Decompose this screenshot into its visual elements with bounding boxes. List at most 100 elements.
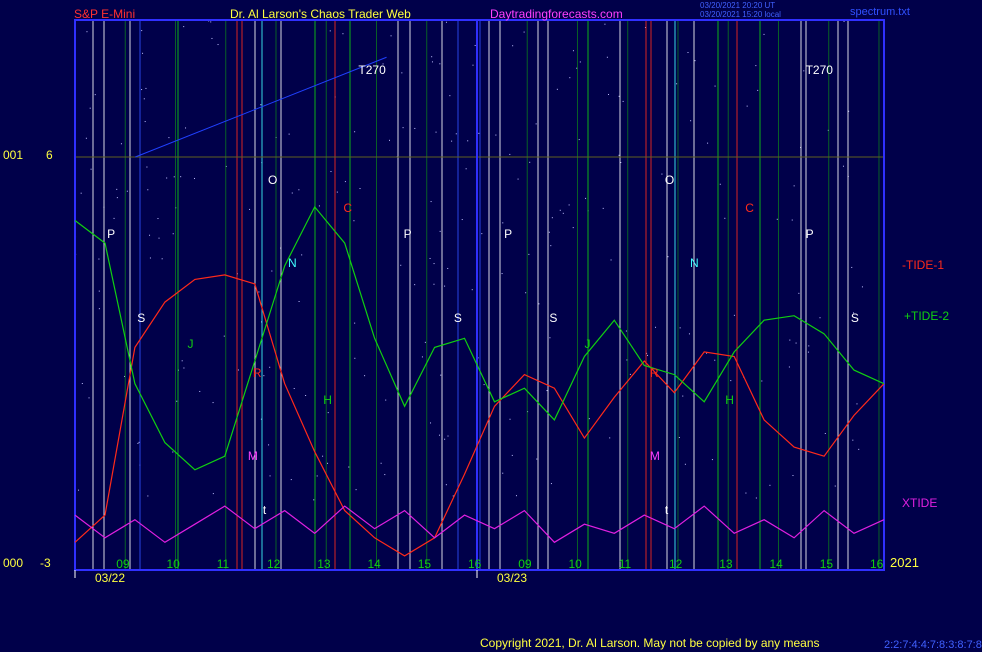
star-dot <box>536 458 538 460</box>
star-dot <box>168 137 170 139</box>
star-dot <box>719 183 721 185</box>
star-dot <box>667 256 669 258</box>
star-dot <box>578 139 580 141</box>
star-dot <box>318 205 320 207</box>
star-dot <box>291 192 293 194</box>
star-dot <box>445 21 447 23</box>
star-dot <box>483 384 485 386</box>
star-dot <box>449 95 451 97</box>
star-dot <box>757 89 759 91</box>
star-dot <box>452 495 454 497</box>
star-dot <box>288 133 290 135</box>
star-dot <box>724 217 726 219</box>
footer-garbled: 2:2:7:4:4:7:8:3:8:7:8 <box>884 639 982 651</box>
star-dot <box>447 435 449 437</box>
event-marker-label: H <box>725 393 734 407</box>
star-dot <box>89 107 91 109</box>
star-dot <box>501 273 503 275</box>
star-dot <box>116 188 118 190</box>
star-dot <box>538 303 540 305</box>
site-url: Daytradingforecasts.com <box>490 7 623 21</box>
star-dot <box>562 212 564 214</box>
star-dot <box>438 434 440 436</box>
star-dot <box>684 463 686 465</box>
star-dot <box>329 30 331 32</box>
star-dot <box>568 204 570 206</box>
star-dot <box>604 23 606 25</box>
star-dot <box>690 120 692 122</box>
star-dot <box>579 61 581 63</box>
event-marker-label: R <box>253 366 262 380</box>
instrument-title: S&P E-Mini <box>74 7 136 21</box>
star-dot <box>260 104 262 106</box>
x-tick-label: 14 <box>367 557 381 571</box>
star-dot <box>535 123 537 125</box>
event-marker-label: S <box>454 311 462 325</box>
event-marker-label: P <box>806 227 814 241</box>
event-marker-label: M <box>650 449 660 463</box>
star-dot <box>606 56 608 58</box>
star-dot <box>706 352 708 354</box>
event-marker-label: C <box>343 201 352 215</box>
star-dot <box>550 245 552 247</box>
star-dot <box>258 291 260 293</box>
event-marker-label: S <box>549 311 557 325</box>
star-dot <box>305 395 307 397</box>
star-dot <box>353 220 355 222</box>
star-dot <box>679 327 681 329</box>
star-dot <box>173 176 175 178</box>
star-dot <box>556 88 558 90</box>
event-marker-label: N <box>288 256 297 270</box>
star-dot <box>792 475 794 477</box>
star-dot <box>354 131 356 133</box>
star-dot <box>138 441 140 443</box>
event-marker-label: P <box>504 227 512 241</box>
star-dot <box>798 292 800 294</box>
x-tick-label: 14 <box>769 557 783 571</box>
star-dot <box>330 171 332 173</box>
star-dot <box>495 134 497 136</box>
star-dot <box>461 219 463 221</box>
star-dot <box>414 284 416 286</box>
star-dot <box>98 258 100 260</box>
star-dot <box>124 375 126 377</box>
star-dot <box>478 132 480 134</box>
star-dot <box>166 177 168 179</box>
star-dot <box>364 375 366 377</box>
star-dot <box>237 369 239 371</box>
star-dot <box>126 190 128 192</box>
star-dot <box>588 418 590 420</box>
star-dot <box>755 497 757 499</box>
star-dot <box>776 218 778 220</box>
x-tick-label: 09 <box>116 557 130 571</box>
star-dot <box>688 333 690 335</box>
event-marker-label: H <box>323 393 332 407</box>
star-dot <box>439 230 441 232</box>
x-tick-label: 10 <box>568 557 582 571</box>
star-dot <box>98 308 100 310</box>
x-tick-label: 16 <box>468 557 482 571</box>
star-dot <box>711 459 713 461</box>
star-dot <box>157 218 159 220</box>
star-dot <box>714 85 716 87</box>
star-dot <box>608 93 610 95</box>
star-dot <box>293 387 295 389</box>
x-tick-label: 12 <box>669 557 683 571</box>
timestamp-local: 03/20/2021 15:20 local <box>700 10 781 19</box>
star-dot <box>78 489 80 491</box>
star-dot <box>769 484 771 486</box>
star-dot <box>517 178 519 180</box>
star-dot <box>620 162 622 164</box>
date-label: 03/22 <box>95 571 125 585</box>
star-dot <box>730 380 732 382</box>
event-marker-label: t <box>665 503 669 517</box>
star-dot <box>181 360 183 362</box>
trend-line <box>135 56 387 158</box>
star-dot <box>610 259 612 261</box>
date-label: 03/23 <box>497 571 527 585</box>
star-dot <box>86 31 88 33</box>
star-dot <box>354 322 356 324</box>
star-dot <box>269 475 271 477</box>
star-dot <box>858 448 860 450</box>
